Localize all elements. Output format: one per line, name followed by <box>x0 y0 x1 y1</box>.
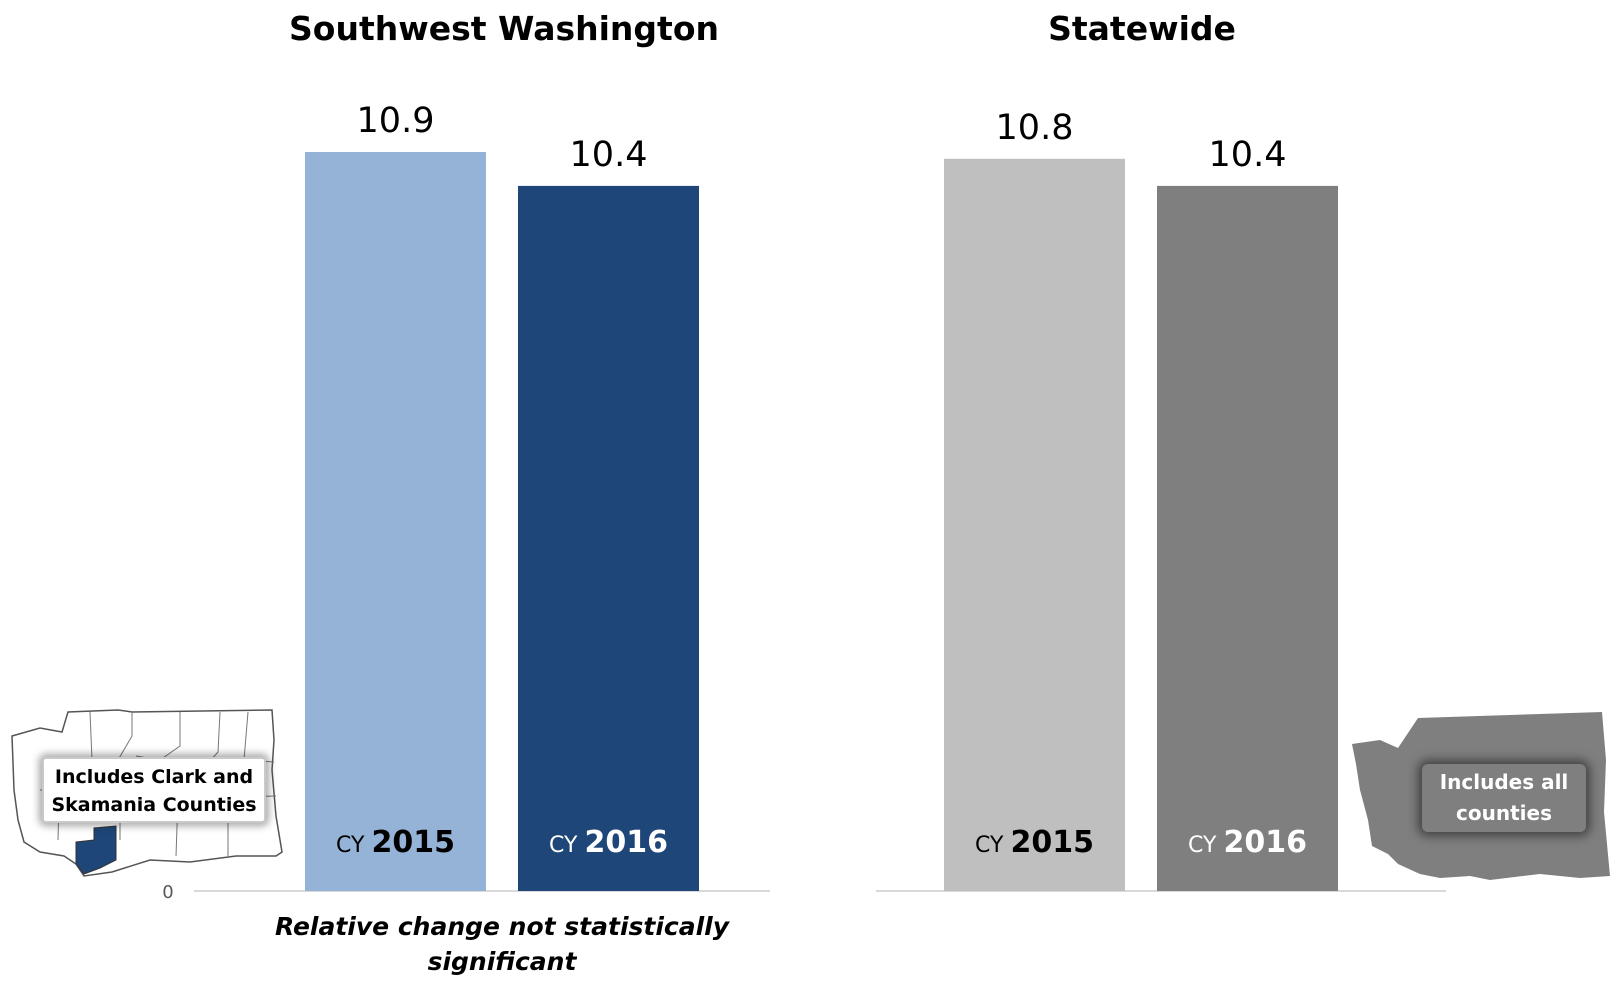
category-label-statewide-2015: CY 2015 <box>975 825 1094 860</box>
map-callout-all-counties: Includes all counties <box>1422 764 1586 832</box>
value-label-southwest-washington-2015: 10.9 <box>357 101 435 141</box>
value-label-statewide-2016: 10.4 <box>1209 135 1287 175</box>
map-callout-left-line-1: Includes Clark and <box>54 766 254 788</box>
map-callout-right-line-2: counties <box>1456 801 1552 825</box>
category-label-southwest-washington-2015: CY 2015 <box>336 825 455 860</box>
value-label-statewide-2015: 10.8 <box>996 108 1074 148</box>
category-label-statewide-2016: CY 2016 <box>1188 825 1307 860</box>
bar-southwest-washington-2015 <box>305 152 486 891</box>
chart-southwest-washington: Southwest Washington 0 10.9 CY 2015 10.4 CY… <box>162 9 770 976</box>
bar-statewide-2015 <box>944 158 1125 892</box>
bar-statewide-2016 <box>1157 185 1338 892</box>
bars-statewide: 10.8 CY 2015 10.4 CY 2016 <box>944 108 1338 892</box>
bar-southwest-washington-2016 <box>518 185 699 892</box>
bars-southwest-washington: 10.9 CY 2015 10.4 CY 2016 <box>305 101 699 892</box>
chart-statewide: Statewide 10.8 CY 2015 10.4 CY 2016 <box>876 9 1446 892</box>
y-axis-zero-tick: 0 <box>162 882 173 903</box>
value-label-southwest-washington-2016: 10.4 <box>570 135 648 175</box>
map-callout-right-line-1: Includes all <box>1439 770 1569 794</box>
chart-title-statewide: Statewide <box>1048 9 1236 48</box>
category-label-southwest-washington-2016: CY 2016 <box>549 825 668 860</box>
chart-title-southwest-washington: Southwest Washington <box>289 9 719 48</box>
map-callout-left-line-2: Skamania Counties <box>51 794 257 816</box>
significance-note-line-1: Relative change not statistically <box>275 912 731 941</box>
map-callout-clark-skamania: Includes Clark and Skamania Counties <box>42 757 266 823</box>
significance-note-line-2: significant <box>428 947 578 976</box>
clark-skamania-highlight <box>75 825 117 875</box>
